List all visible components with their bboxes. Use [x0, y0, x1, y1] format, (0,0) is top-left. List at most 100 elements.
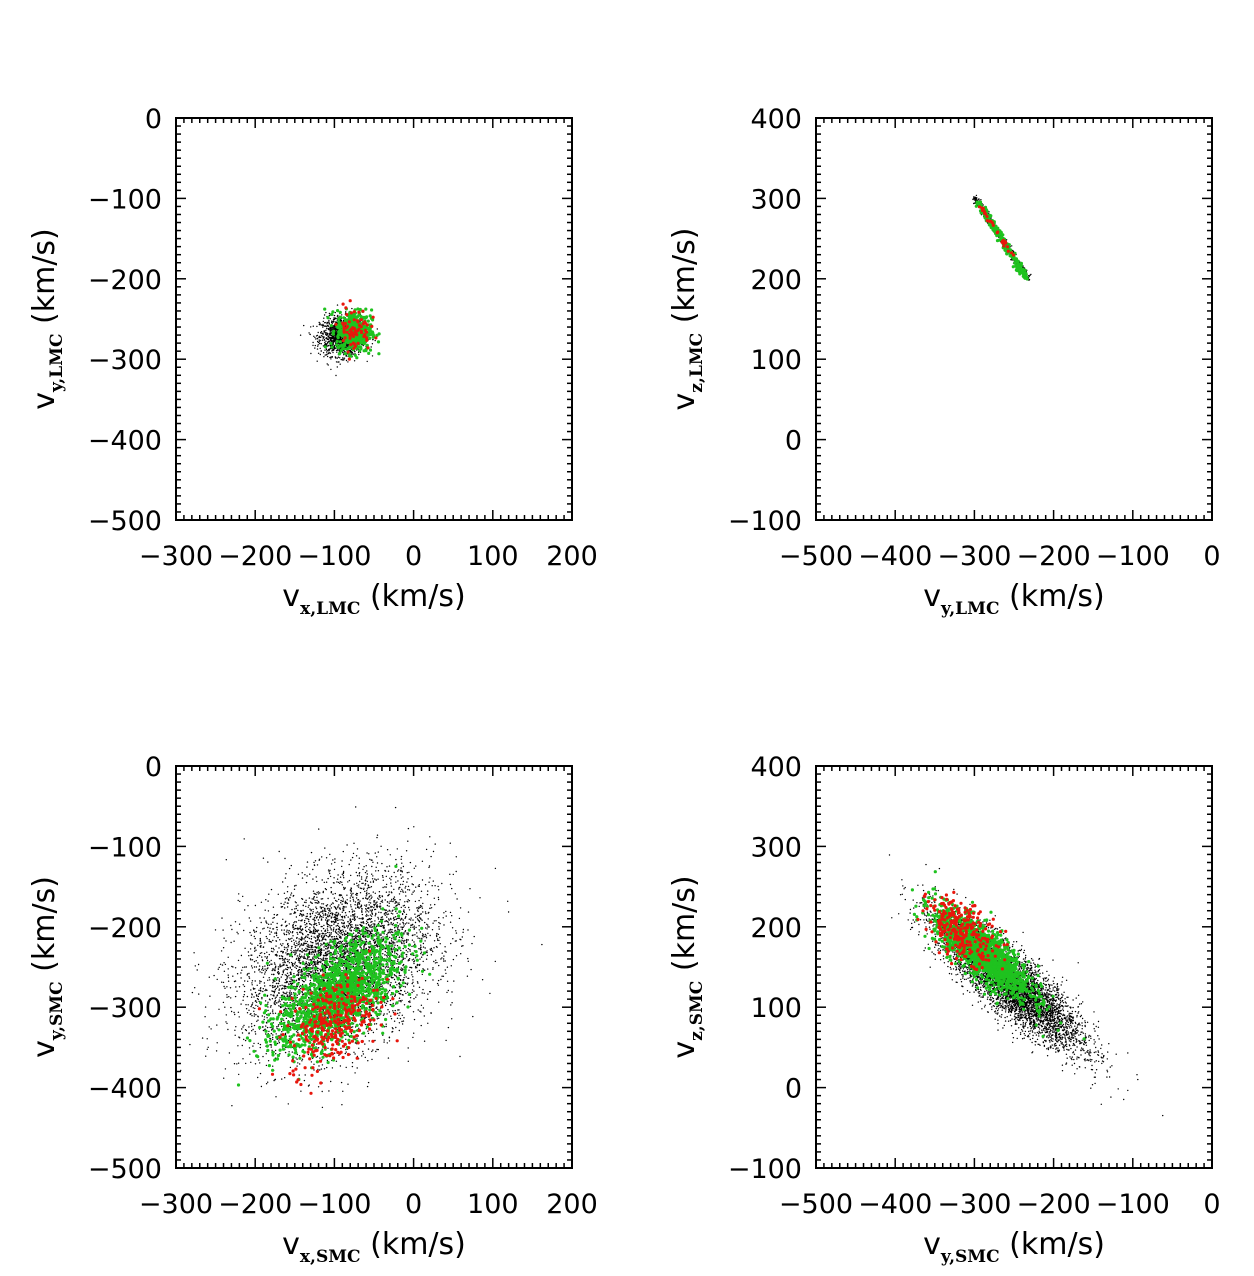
data-point	[280, 1020, 282, 1023]
data-point	[323, 356, 325, 358]
data-point	[343, 888, 345, 891]
data-point	[376, 1018, 378, 1020]
data-point	[254, 988, 256, 990]
data-point	[318, 341, 321, 343]
data-point	[326, 363, 328, 365]
data-point	[317, 956, 319, 958]
data-point	[330, 1080, 332, 1083]
data-point	[389, 936, 391, 939]
data-point	[373, 907, 375, 909]
data-point	[296, 994, 298, 996]
data-point	[392, 1002, 394, 1005]
data-point	[310, 977, 312, 979]
data-point	[420, 1011, 422, 1013]
data-point	[364, 1043, 366, 1045]
data-point	[337, 342, 339, 345]
data-point	[358, 349, 362, 353]
data-point	[352, 896, 354, 898]
data-point	[245, 1008, 248, 1010]
data-point	[417, 910, 419, 913]
data-point	[413, 985, 415, 987]
data-point	[399, 917, 401, 919]
data-point	[339, 876, 342, 878]
data-point	[316, 961, 318, 963]
data-point	[267, 1009, 269, 1012]
data-point	[356, 916, 358, 918]
data-point	[252, 1002, 254, 1004]
data-point	[345, 330, 349, 334]
data-point	[451, 887, 453, 890]
data-point	[387, 1009, 389, 1011]
data-point	[443, 955, 445, 957]
data-point	[392, 900, 394, 903]
y-tick-label: 300	[750, 184, 802, 215]
data-point	[328, 944, 331, 946]
x-tick-label: −300	[139, 541, 213, 572]
data-point	[325, 329, 327, 331]
data-point	[443, 960, 445, 962]
data-point	[298, 986, 301, 988]
data-point	[295, 967, 298, 970]
data-point	[347, 925, 349, 927]
data-point	[327, 897, 329, 900]
data-point	[345, 354, 347, 357]
data-point	[319, 347, 321, 350]
data-point	[473, 935, 475, 938]
data-point	[228, 1052, 231, 1054]
data-point	[299, 971, 301, 973]
data-point	[400, 949, 402, 952]
data-point	[320, 936, 323, 938]
data-point	[308, 1084, 310, 1086]
data-point	[323, 345, 327, 349]
data-point	[401, 1023, 404, 1025]
data-point	[398, 903, 400, 906]
data-point	[316, 334, 319, 337]
data-point	[270, 1044, 273, 1046]
data-point	[322, 954, 325, 956]
data-point	[278, 980, 281, 983]
data-point	[439, 922, 441, 925]
data-point	[346, 934, 349, 937]
data-point	[334, 311, 336, 314]
data-point	[260, 980, 262, 983]
data-point	[326, 966, 329, 968]
data-point	[257, 1076, 259, 1079]
data-point	[208, 1026, 210, 1028]
data-point	[370, 897, 372, 900]
data-point	[382, 948, 384, 951]
data-point	[341, 302, 345, 306]
data-point	[431, 885, 433, 887]
data-point	[353, 360, 356, 362]
data-point	[275, 1033, 277, 1035]
data-point	[384, 967, 387, 969]
data-point	[409, 948, 411, 951]
data-point	[326, 338, 329, 341]
data-point	[329, 347, 332, 350]
data-point	[406, 983, 408, 986]
data-point	[402, 891, 404, 893]
data-point	[295, 1057, 297, 1059]
data-point	[425, 958, 428, 960]
data-point	[308, 944, 310, 947]
data-point	[269, 933, 271, 935]
data-point	[327, 912, 330, 914]
data-point	[336, 351, 338, 353]
data-point	[243, 838, 245, 840]
data-point	[323, 314, 326, 316]
data-point	[328, 339, 330, 341]
data-point	[420, 952, 422, 955]
data-point	[372, 881, 375, 883]
data-point	[274, 1049, 277, 1052]
data-point	[352, 892, 354, 895]
data-point	[347, 315, 352, 319]
data-point	[283, 995, 286, 997]
data-point	[323, 330, 326, 332]
data-point	[981, 208, 985, 213]
data-point	[254, 931, 256, 933]
data-point	[376, 328, 378, 330]
data-point	[390, 931, 393, 933]
data-point	[372, 339, 374, 341]
data-point	[373, 901, 375, 903]
data-point	[397, 990, 400, 993]
data-point	[245, 1029, 248, 1032]
